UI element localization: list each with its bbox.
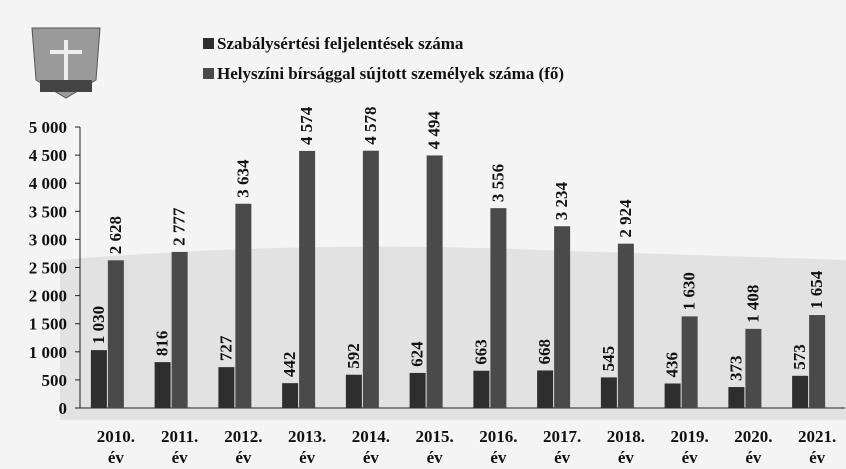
y-tick-label: 500 [42,371,68,390]
bar [745,328,762,408]
x-tick-label: 2010. év [96,427,135,467]
bar [235,203,252,408]
x-tick-label: 2012. év [224,427,263,467]
bar [426,155,443,408]
data-label: 1 654 [807,270,826,309]
data-label: 668 [535,339,554,365]
bar [107,260,124,408]
bar [728,387,745,408]
x-tick-label: 2013. év [288,427,327,467]
data-label: 442 [280,352,299,378]
y-tick-label: 5 000 [29,118,67,137]
data-label: 3 556 [488,164,507,202]
data-label: 3 234 [552,181,571,220]
data-label: 4 574 [297,106,316,145]
data-label: 545 [599,346,618,372]
x-tick-label: 2017. év [543,427,582,467]
y-tick-label: 1 500 [29,315,67,334]
y-tick-label: 4 500 [29,146,67,165]
data-label: 2 628 [106,216,125,254]
bar [473,370,490,408]
data-label: 1 408 [743,285,762,323]
legend-label: Helyszíni bírsággal sújtott személyek sz… [217,64,564,83]
legend-label: Szabálysértési feljelentések száma [217,34,464,53]
background-photo [60,246,846,420]
data-label: 436 [663,352,682,378]
y-tick-label: 4 000 [29,174,67,193]
data-label: 2 777 [170,207,189,246]
x-tick-label: 2016. év [479,427,518,467]
bar [282,383,299,408]
data-label: 573 [790,344,809,370]
bar [154,362,171,408]
legend-swatch [203,38,214,49]
bar [809,315,826,408]
bar [664,383,681,408]
logo [31,27,101,99]
bar [171,251,188,408]
x-tick-label: 2019. év [670,427,709,467]
bar [345,374,362,408]
bar [617,243,634,408]
x-tick-label: 2015. év [415,427,454,467]
bar [681,316,698,408]
bar [537,370,554,408]
data-label: 4 494 [425,111,444,150]
bar [90,350,107,408]
bar [362,150,379,408]
data-label: 4 578 [361,106,380,144]
y-tick-label: 2 000 [29,287,67,306]
y-tick-label: 1 000 [29,343,67,362]
x-tick-label: 2011. év [160,427,199,467]
legend-swatch [203,68,214,79]
bar [600,377,617,408]
data-label: 1 630 [680,272,699,310]
x-tick-label: 2021. év [798,427,837,467]
bar [554,226,571,408]
y-tick-label: 3 000 [29,230,67,249]
x-tick-label: 2014. év [351,427,390,467]
data-label: 1 030 [89,306,108,344]
data-label: 663 [471,339,490,365]
bar [299,150,316,408]
y-tick-label: 0 [59,399,68,418]
data-label: 816 [153,331,172,357]
data-label: 2 924 [616,199,635,238]
bar [218,367,235,408]
data-label: 373 [726,356,745,382]
x-tick-label: 2018. év [606,427,645,467]
bar [792,375,809,408]
y-tick-label: 2 500 [29,259,67,278]
x-tick-label: 2020. év [734,427,773,467]
data-label: 592 [344,343,363,369]
data-label: 727 [216,335,235,361]
data-label: 624 [408,341,427,367]
bar [409,372,426,408]
data-label: 3 634 [233,159,252,198]
bar [490,208,507,408]
y-tick-label: 3 500 [29,202,67,221]
